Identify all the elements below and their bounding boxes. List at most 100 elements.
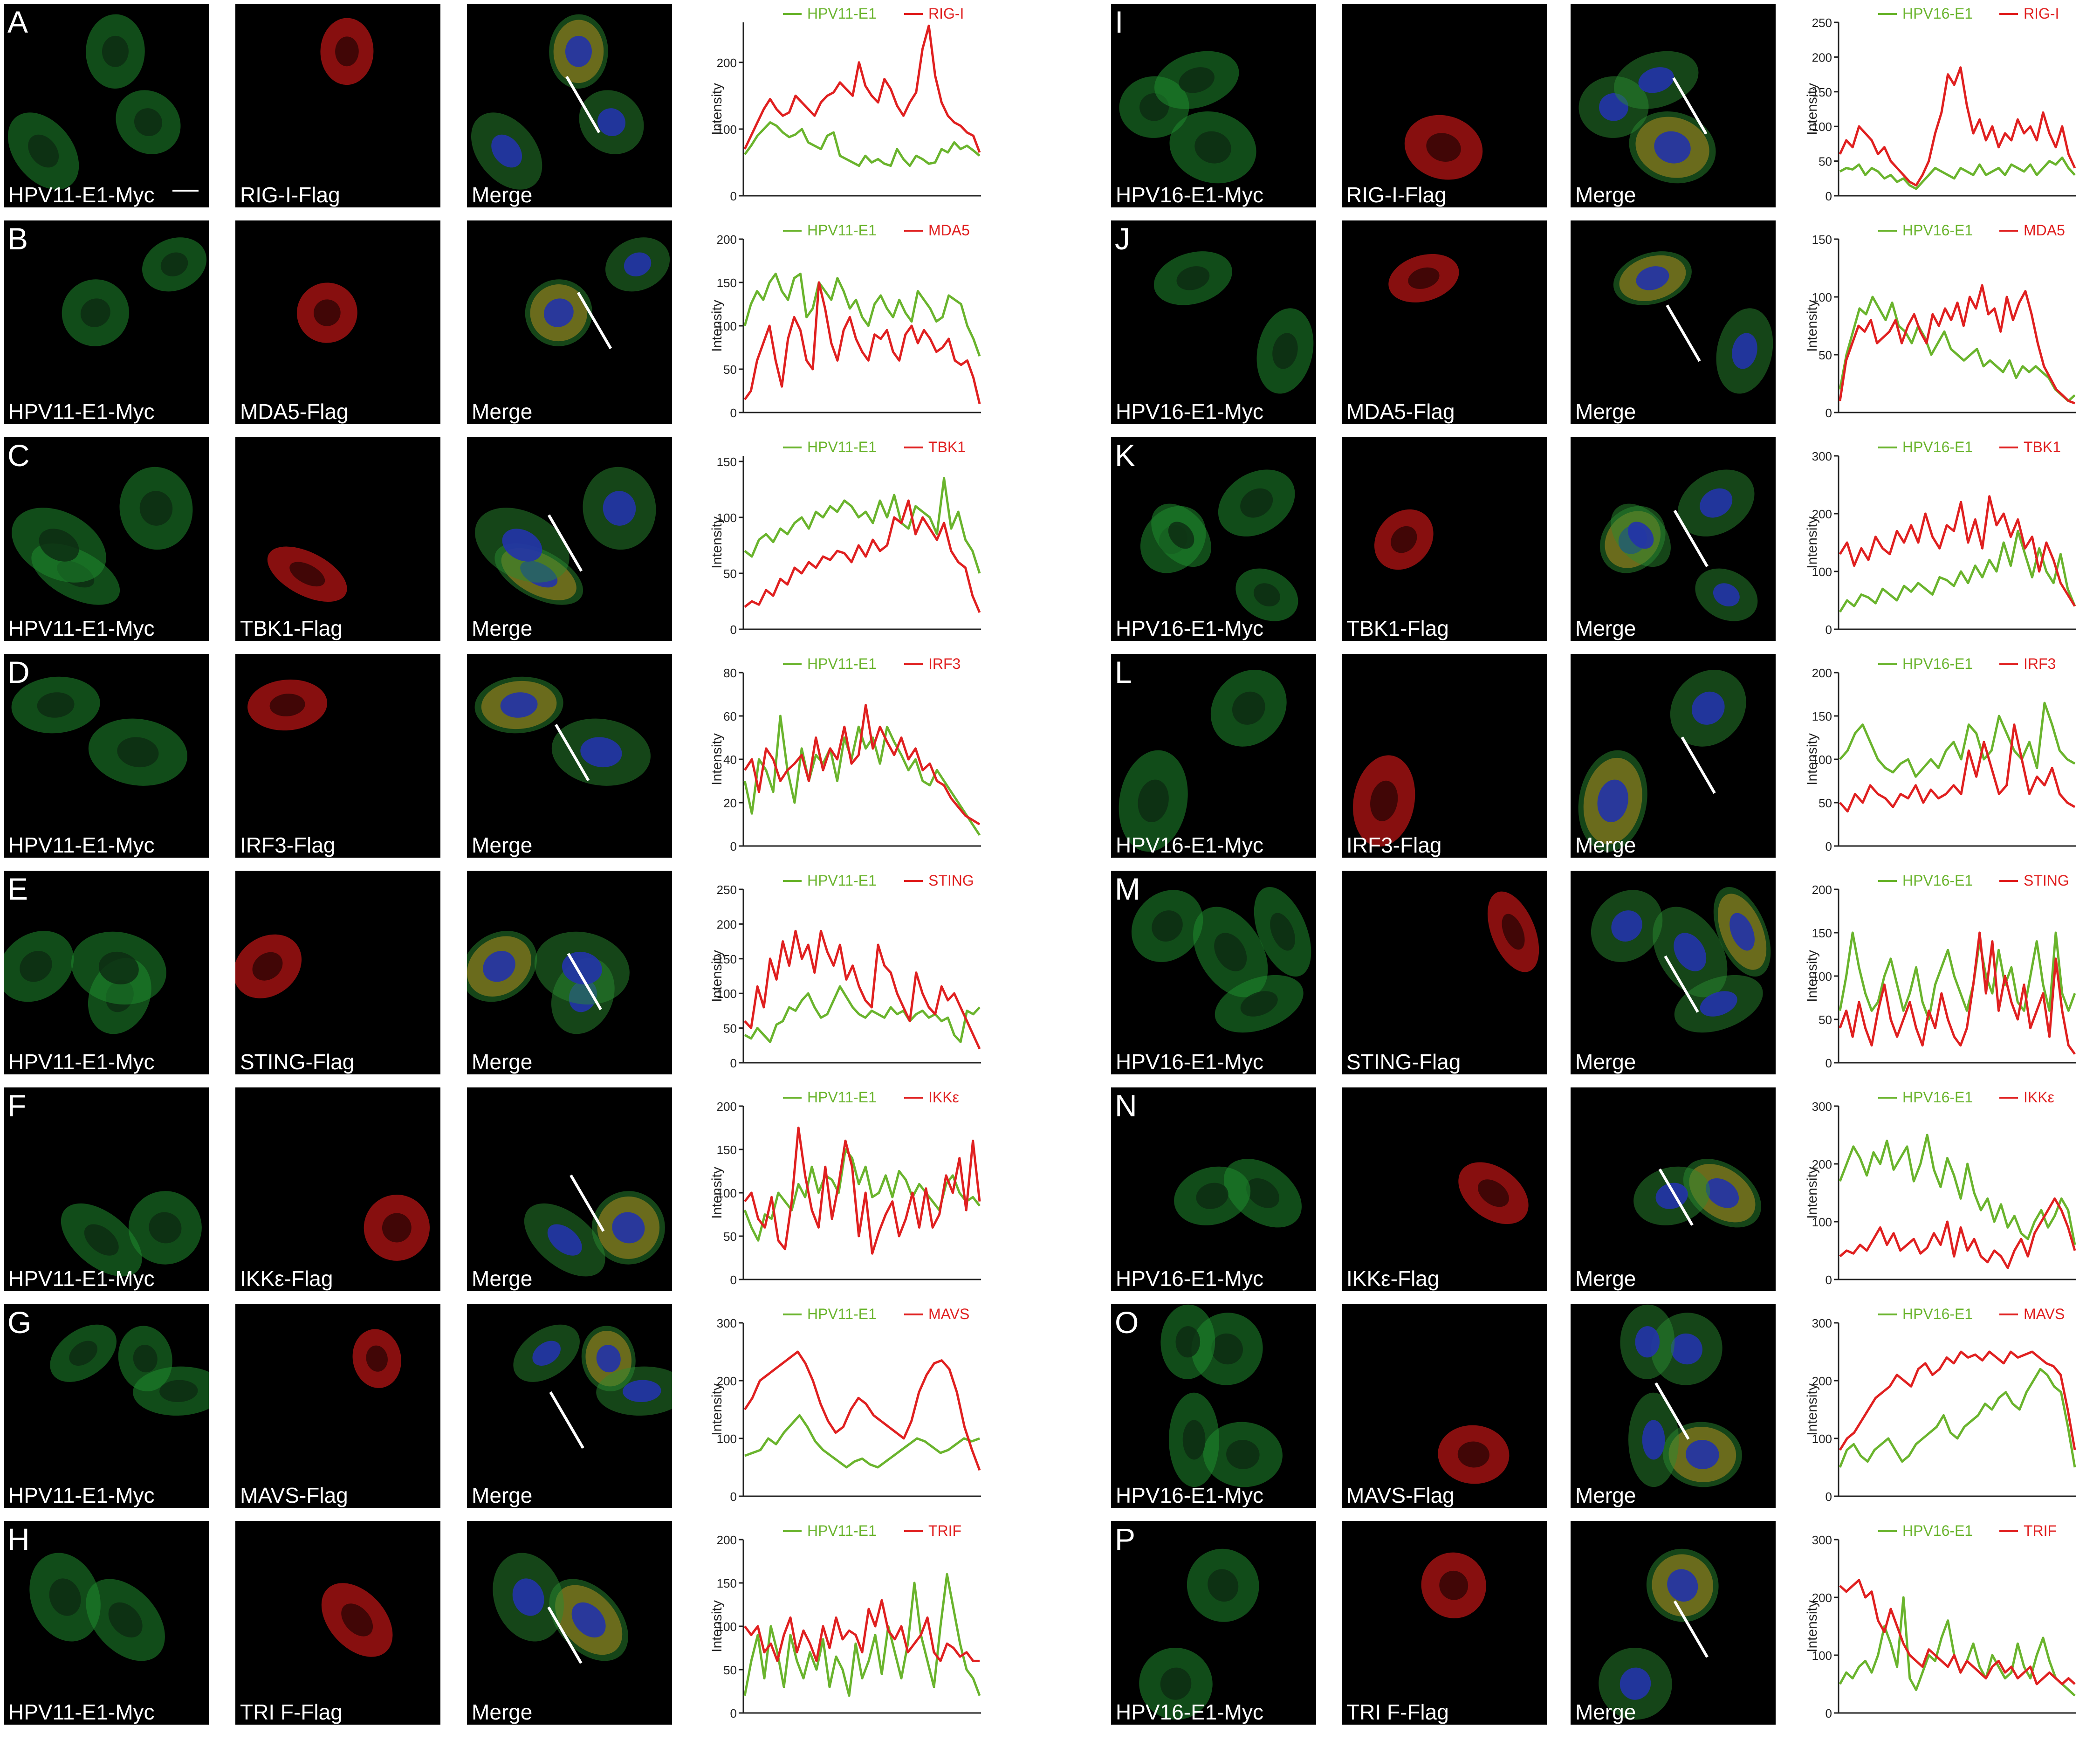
series-line-e1 (1839, 296, 2076, 402)
flag-image: MAVS-Flag (235, 1304, 440, 1508)
micrograph (1374, 509, 1434, 570)
merge-image: Merge (467, 1304, 672, 1508)
merge-label: Merge (1575, 1266, 1636, 1291)
series-line-flag (744, 1599, 980, 1662)
y-tick-label: 100 (1812, 565, 1832, 579)
merge-label: Merge (472, 1266, 533, 1291)
y-tick-label: 50 (723, 1663, 737, 1677)
micrograph (1633, 1159, 1761, 1228)
merge-image: Merge (467, 871, 672, 1074)
series-line-flag (1839, 66, 2076, 187)
e1-image: HPV16-E1-Myc K (1111, 437, 1316, 641)
e1-label: HPV11-E1-Myc (8, 1050, 155, 1074)
e1-image: HPV11-E1-Myc A (4, 4, 209, 207)
y-tick-label: 0 (730, 839, 737, 853)
micrograph (467, 931, 630, 1034)
e1-image: HPV11-E1-Myc F (4, 1087, 209, 1291)
y-tick-label: 250 (717, 883, 737, 897)
e1-label: HPV16-E1-Myc (1116, 833, 1263, 857)
plot-svg: 0 100 200 300 Intensity HPV16-E1 TRIF (1805, 1522, 2076, 1720)
merge-image: Merge (467, 220, 672, 424)
y-tick-label: 50 (723, 567, 737, 581)
legend-label-flag: IRF3 (2024, 655, 2056, 672)
micrograph (7, 14, 181, 190)
y-axis-label: Intensity (1805, 950, 1820, 1002)
series-line-e1 (743, 1148, 981, 1242)
y-tick-label: 150 (717, 455, 737, 469)
legend-label-e1: HPV16-E1 (1902, 655, 1973, 672)
series-line-flag (1839, 1350, 2076, 1451)
y-tick-label: 300 (1812, 1533, 1832, 1547)
flag-image: MDA5-Flag (1342, 220, 1547, 424)
legend-label-flag: STING (928, 872, 974, 889)
y-tick-label: 0 (1825, 1490, 1832, 1504)
series-line-flag (744, 1127, 981, 1255)
flag-label: TBK1-Flag (240, 616, 343, 640)
flag-image: RIG-I-Flag (235, 4, 440, 207)
panel-letter: K (1115, 438, 1136, 473)
series-line-e1 (743, 1573, 981, 1697)
y-tick-label: 200 (1812, 883, 1832, 897)
micrograph (1591, 887, 1771, 1033)
merge-image: Merge (467, 1521, 672, 1725)
legend-label-e1: HPV11-E1 (807, 1089, 877, 1106)
e1-label: HPV11-E1-Myc (8, 399, 155, 424)
e1-image: HPV11-E1-Myc E (4, 871, 209, 1074)
y-tick-label: 0 (730, 623, 737, 637)
legend-label-e1: HPV16-E1 (1902, 1089, 1973, 1106)
plot-svg: 0 100 200 300 Intensity HPV16-E1 MAVS (1805, 1306, 2076, 1504)
plot-svg: 0 100 200 300 Intensity HPV11-E1 MAVS (709, 1306, 981, 1504)
e1-image: HPV11-E1-Myc B (4, 220, 209, 424)
y-tick-label: 200 (717, 1100, 737, 1114)
y-tick-label: 200 (717, 56, 737, 70)
flag-label: MAVS-Flag (240, 1483, 348, 1507)
y-tick-label: 20 (723, 796, 737, 810)
y-tick-label: 0 (730, 1490, 737, 1504)
flag-label: STING-Flag (240, 1050, 355, 1074)
merge-label: Merge (472, 833, 533, 857)
y-tick-label: 100 (717, 1186, 737, 1200)
micrograph (29, 1553, 165, 1661)
y-tick-label: 300 (1812, 1100, 1832, 1114)
legend-label-e1: HPV11-E1 (807, 222, 877, 239)
e1-label: HPV16-E1-Myc (1116, 183, 1263, 207)
flag-label: RIG-I-Flag (240, 183, 340, 207)
plot-svg: 0 50 100 150 200 Intensity HPV11-E1 IKKε (709, 1089, 981, 1287)
micrograph (1139, 1548, 1259, 1720)
y-tick-label: 200 (717, 917, 737, 931)
y-tick-label: 100 (1812, 1649, 1832, 1663)
legend-label-e1: HPV11-E1 (807, 5, 877, 22)
y-tick-label: 150 (717, 1576, 737, 1590)
flag-label: MDA5-Flag (240, 399, 349, 424)
e1-label: HPV11-E1-Myc (8, 1700, 155, 1724)
e1-image: HPV16-E1-Myc N (1111, 1087, 1316, 1291)
e1-label: HPV11-E1-Myc (8, 1483, 155, 1507)
y-tick-label: 200 (1812, 1157, 1832, 1171)
series-line-flag (744, 499, 981, 613)
e1-label: HPV16-E1-Myc (1116, 399, 1263, 424)
y-axis-label: Intensity (1805, 1600, 1820, 1652)
series-line-e1 (1839, 530, 2076, 613)
y-axis-label: Intensity (709, 516, 725, 569)
flag-label: IKKε-Flag (1346, 1266, 1440, 1291)
flag-label: TRI F-Flag (1346, 1700, 1449, 1724)
panel-letter: N (1115, 1088, 1137, 1123)
y-tick-label: 0 (1825, 1273, 1832, 1287)
plot-axes (742, 673, 981, 847)
y-tick-label: 40 (723, 753, 737, 767)
y-tick-label: 200 (1812, 1591, 1832, 1605)
panel-letter: P (1115, 1522, 1136, 1556)
series-line-e1 (744, 477, 981, 574)
micrograph (1160, 1304, 1283, 1487)
micrograph (61, 1191, 202, 1277)
y-tick-label: 150 (717, 952, 737, 966)
legend-label-flag: IKKε (2024, 1089, 2054, 1106)
y-tick-label: 200 (717, 1374, 737, 1388)
intensity-plot: 0 100 200 300 Intensity HPV16-E1 TRIF (1804, 1521, 2079, 1726)
flag-label: MDA5-Flag (1346, 399, 1455, 424)
legend-label-flag: MAVS (928, 1306, 969, 1322)
y-tick-label: 50 (723, 1022, 737, 1036)
legend-label-flag: RIG-I (928, 5, 964, 22)
e1-label: HPV11-E1-Myc (8, 833, 155, 857)
merge-label: Merge (472, 1483, 533, 1507)
